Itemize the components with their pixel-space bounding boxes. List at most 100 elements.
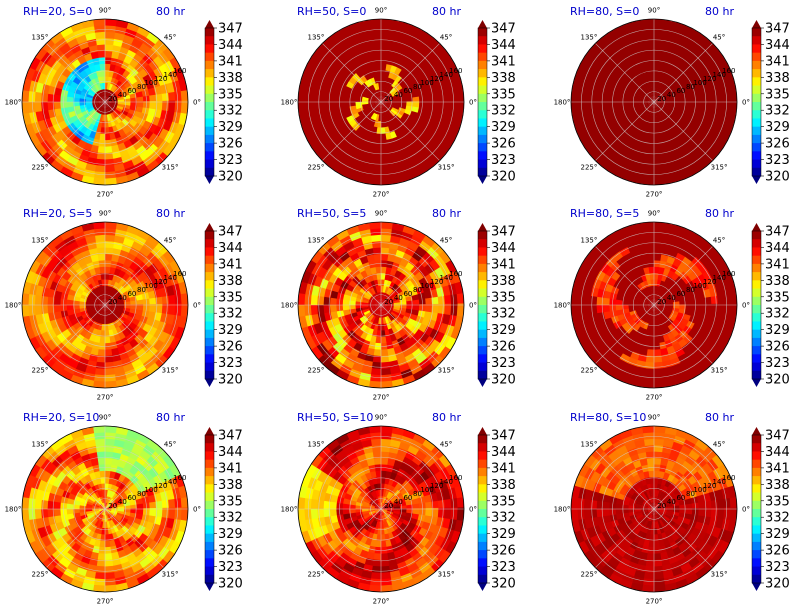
field-cell xyxy=(654,165,666,173)
field-cell xyxy=(661,31,674,41)
field-cell xyxy=(342,102,350,109)
field-cell xyxy=(91,85,99,93)
colorbar-extend-min xyxy=(205,583,214,591)
field-cell xyxy=(599,362,614,377)
radial-tick-label: 140 xyxy=(164,478,177,486)
field-cell xyxy=(381,355,391,363)
field-cell xyxy=(94,572,107,580)
field-cell xyxy=(431,499,439,509)
field-cell xyxy=(645,286,651,294)
field-cell xyxy=(145,233,160,248)
field-cell xyxy=(395,315,404,323)
field-cell xyxy=(642,308,650,314)
colorbar-segment xyxy=(478,93,487,103)
field-cell xyxy=(650,102,654,109)
field-cell xyxy=(163,525,174,539)
field-cell xyxy=(91,102,99,105)
colorbar-segment xyxy=(478,69,487,78)
field-cell xyxy=(431,92,439,102)
field-cell xyxy=(651,298,654,305)
field-cell xyxy=(94,578,107,587)
field-cell xyxy=(412,165,428,178)
colorbar-segment xyxy=(205,288,214,298)
field-cell xyxy=(650,82,654,90)
field-cell xyxy=(607,229,623,242)
field-cell xyxy=(639,347,649,357)
field-cell xyxy=(82,84,91,92)
field-cell xyxy=(50,566,65,581)
field-cell xyxy=(372,113,378,121)
field-cell xyxy=(153,327,165,340)
field-cell xyxy=(723,268,735,284)
field-cell xyxy=(22,90,30,104)
field-cell xyxy=(384,113,390,121)
field-cell xyxy=(664,310,673,316)
angle-label: 225° xyxy=(32,164,49,172)
field-cell xyxy=(439,118,450,132)
field-cell xyxy=(659,299,667,304)
radial-tick-label: 20 xyxy=(384,298,393,306)
field-cell xyxy=(369,500,377,506)
field-cell xyxy=(68,224,84,236)
field-cell xyxy=(386,253,396,263)
colorbar-segment xyxy=(752,167,761,177)
field-cell xyxy=(372,253,381,261)
field-cell xyxy=(149,303,157,313)
field-cell xyxy=(648,133,655,141)
field-cell xyxy=(75,567,89,578)
field-cell xyxy=(373,553,383,561)
colorbar-segment xyxy=(205,69,214,78)
radial-tick-label: 60 xyxy=(403,290,412,298)
field-cell xyxy=(40,63,52,77)
polar-panel-2: 90°45°0°315°270°225°180°135°20 40 60 801001… xyxy=(281,5,477,199)
field-cell xyxy=(666,299,674,304)
field-cell xyxy=(378,509,381,516)
field-cell xyxy=(104,272,110,280)
field-cell xyxy=(729,291,737,305)
field-cell xyxy=(717,293,725,305)
field-cell xyxy=(100,534,106,542)
field-cell xyxy=(381,165,393,173)
field-cell xyxy=(382,292,387,300)
field-cell xyxy=(369,93,377,99)
field-cell xyxy=(717,258,730,274)
field-cell xyxy=(654,95,656,102)
field-cell xyxy=(114,291,122,299)
field-cell xyxy=(658,308,666,314)
field-cell xyxy=(384,490,390,498)
field-cell xyxy=(100,330,106,338)
field-cell xyxy=(450,325,462,340)
field-cell xyxy=(372,490,378,498)
colorbar-frame xyxy=(204,230,215,380)
field-cell xyxy=(112,524,120,533)
field-cell xyxy=(387,98,395,102)
field-cell xyxy=(450,122,462,137)
angular-gridline xyxy=(104,450,164,510)
field-cell xyxy=(401,21,416,33)
time-label: 80 hr xyxy=(156,411,185,424)
field-cell xyxy=(103,50,113,58)
field-cell xyxy=(663,291,671,299)
field-cell xyxy=(109,500,117,506)
colorbar-segment xyxy=(205,263,214,273)
field-cell xyxy=(640,305,648,309)
field-cell xyxy=(654,99,661,102)
field-cell xyxy=(421,233,436,248)
field-cell xyxy=(103,222,117,230)
field-cell xyxy=(75,122,85,132)
colorbar-segment xyxy=(752,134,761,144)
field-cell xyxy=(647,305,654,308)
radial-tick-label: 120 xyxy=(703,75,716,83)
field-cell xyxy=(125,21,140,33)
field-cell xyxy=(369,77,376,85)
field-cell xyxy=(155,499,163,509)
field-cell xyxy=(640,305,648,308)
field-cell xyxy=(321,67,333,80)
colorbar-tick-label: 323 xyxy=(765,356,790,371)
field-cell xyxy=(351,529,361,539)
field-cell xyxy=(397,109,405,117)
field-cell xyxy=(589,63,601,77)
colorbar-tick-label: 338 xyxy=(491,274,516,289)
field-cell xyxy=(110,306,118,311)
